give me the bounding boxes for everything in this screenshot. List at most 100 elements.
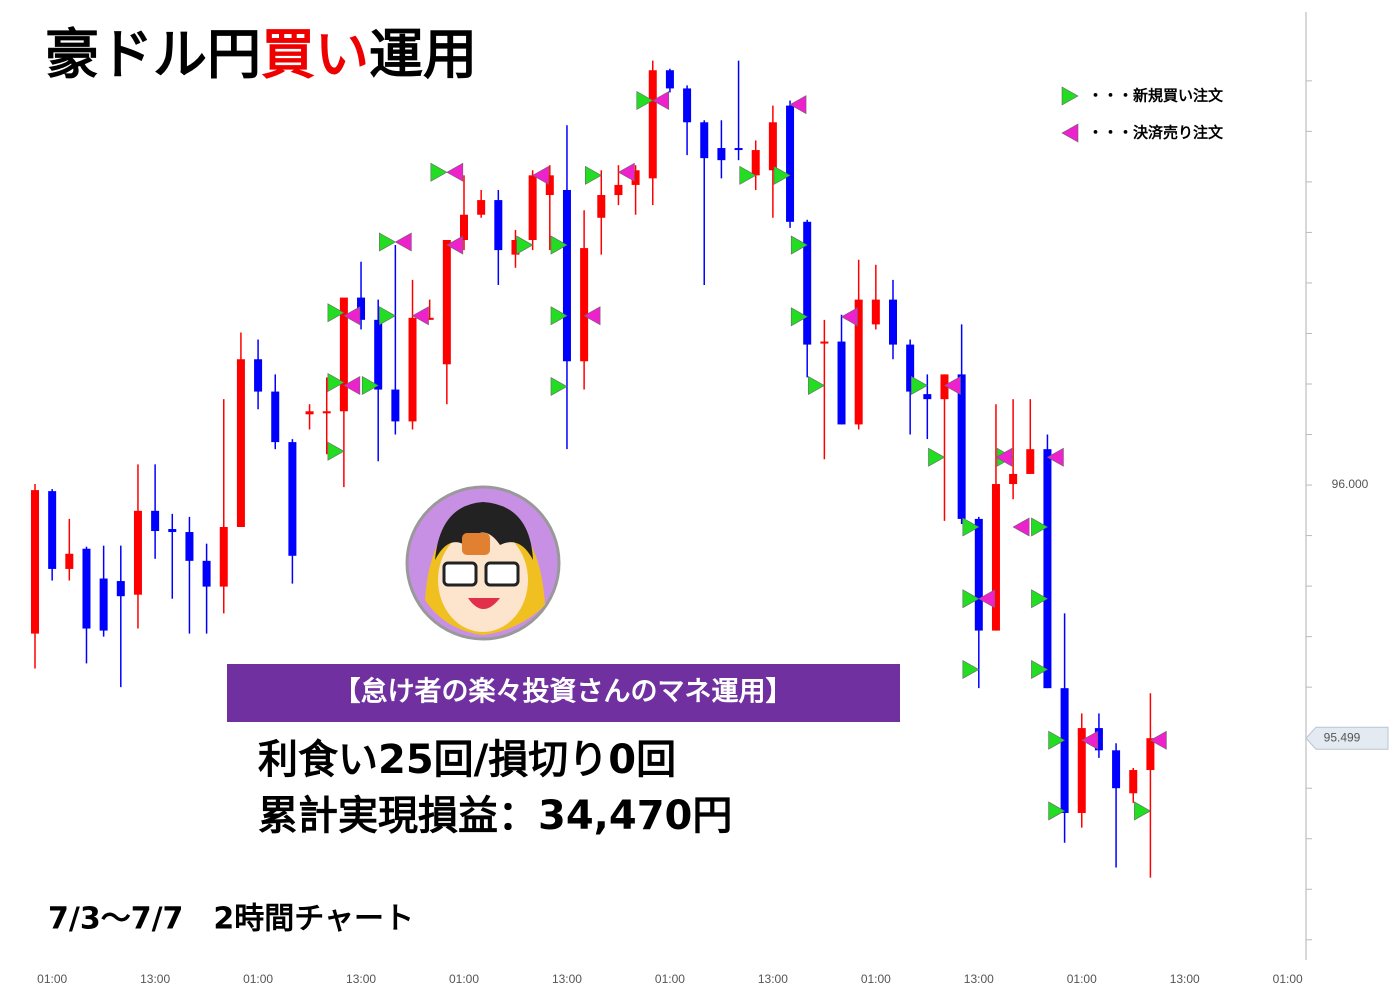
x-tick-label: 01:00 <box>243 972 273 986</box>
x-tick-label: 01:00 <box>1273 972 1303 986</box>
x-tick-label: 13:00 <box>1170 972 1200 986</box>
buy-signal <box>790 235 808 255</box>
candle-body <box>940 374 949 400</box>
candle-body <box>683 88 692 123</box>
buy-signal <box>550 306 568 326</box>
buy-signal <box>911 376 928 396</box>
candle-body <box>357 297 366 320</box>
candle-body <box>837 341 846 425</box>
candle-body <box>48 491 57 569</box>
candle-body <box>408 317 417 422</box>
candle-body <box>202 560 211 587</box>
candle-body <box>391 389 400 422</box>
candle-body <box>528 175 537 240</box>
candle-body <box>254 359 263 392</box>
chart-title: 豪ドル円買い運用 <box>45 23 477 86</box>
buy-signal <box>430 162 448 182</box>
candle-body <box>803 221 812 345</box>
legend-icon <box>1061 86 1079 106</box>
buy-signal <box>808 376 825 396</box>
buy-signal <box>790 307 808 327</box>
candle-body <box>648 70 657 179</box>
buy-signal <box>773 165 791 185</box>
candle-body <box>322 411 331 414</box>
y-tick-label: 96.000 <box>1332 477 1369 491</box>
buy-signal <box>739 165 757 185</box>
candle-body <box>631 170 640 185</box>
avatar <box>405 485 561 641</box>
candle-body <box>597 195 606 218</box>
buy-signal <box>327 372 345 392</box>
sell-signal <box>652 91 670 111</box>
candle-body <box>1009 473 1018 485</box>
candle-body <box>1094 728 1103 751</box>
legend-icon <box>1061 123 1079 143</box>
buy-signal <box>584 165 602 185</box>
candle-body <box>545 175 554 196</box>
x-tick-label: 13:00 <box>758 972 788 986</box>
candle-body <box>562 189 571 362</box>
buy-signal <box>1048 730 1066 750</box>
buy-signal <box>361 376 379 396</box>
buy-signal <box>1031 517 1049 537</box>
candle-body <box>991 484 1000 631</box>
sell-signal <box>446 162 464 182</box>
candle-body <box>339 297 348 412</box>
candle-body <box>889 299 897 345</box>
candle-body <box>288 442 297 556</box>
sell-signal <box>394 232 412 252</box>
candle-body <box>31 490 39 634</box>
candle-body <box>99 578 108 631</box>
x-tick-label: 13:00 <box>552 972 582 986</box>
stats-text: 累計実現損益：34,470円 <box>258 793 732 839</box>
candle-body <box>1026 449 1035 474</box>
sell-signal <box>943 376 961 396</box>
buy-signal <box>962 659 980 679</box>
sell-signal <box>1081 730 1099 750</box>
legend-text: ・・・新規買い注文 <box>1088 87 1224 105</box>
sell-signal <box>840 307 858 327</box>
buy-signal <box>962 517 980 537</box>
candle-body <box>271 391 280 443</box>
candle-body <box>133 510 142 595</box>
candle-body <box>185 532 194 561</box>
x-tick-label: 01:00 <box>449 972 479 986</box>
candle-body <box>65 553 74 569</box>
sell-signal <box>1012 517 1030 537</box>
candle-body <box>1077 728 1086 813</box>
candle-body <box>477 200 486 215</box>
candle-body <box>665 70 674 89</box>
title-part: 買い <box>261 23 369 86</box>
buy-signal <box>1031 659 1049 679</box>
candle-body <box>768 122 777 171</box>
buy-signal <box>327 303 345 323</box>
buy-signal <box>379 306 396 326</box>
candle-body <box>871 299 880 325</box>
banner-box <box>227 664 900 722</box>
candle-body <box>494 200 503 251</box>
candle-body <box>906 344 915 392</box>
candle-body <box>957 374 966 519</box>
buy-signal <box>1048 801 1066 821</box>
buy-signal <box>636 91 654 111</box>
banner-text: 【怠け者の楽々投資さんのマネ運用】 <box>334 676 793 708</box>
sell-signal <box>617 162 635 182</box>
sell-signal <box>411 306 429 326</box>
buy-signal <box>928 447 946 467</box>
candle-body <box>1129 770 1138 794</box>
candle-body <box>460 214 468 240</box>
period-text: 7/3〜7/7 2時間チャート <box>48 902 414 937</box>
sell-signal <box>978 589 996 609</box>
candle-body <box>374 319 383 390</box>
x-tick-label: 01:00 <box>37 972 67 986</box>
candle-body <box>511 240 520 255</box>
candle-body <box>1146 738 1155 771</box>
candle-body <box>974 518 983 631</box>
candle-body <box>717 148 726 161</box>
candle-body <box>854 299 863 425</box>
stats-text: 利食い25回/損切り0回 <box>258 737 676 783</box>
candle-body <box>168 529 177 533</box>
candle-body <box>116 581 125 597</box>
